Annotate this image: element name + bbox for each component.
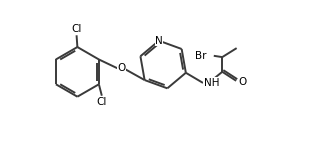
Text: Cl: Cl <box>71 24 82 34</box>
Text: NH: NH <box>204 78 219 88</box>
Text: Cl: Cl <box>97 97 107 107</box>
Text: O: O <box>118 64 126 74</box>
Text: Br: Br <box>195 51 207 61</box>
Text: O: O <box>239 77 247 87</box>
Text: N: N <box>155 36 163 46</box>
